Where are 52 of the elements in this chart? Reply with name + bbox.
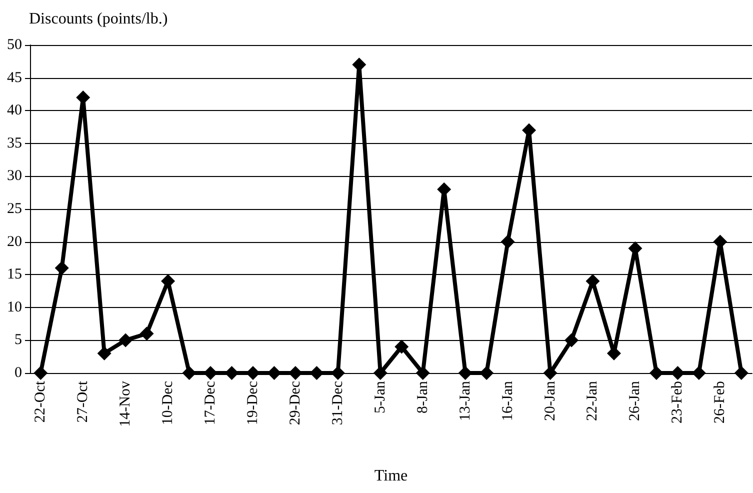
- point: [182, 366, 196, 380]
- x-tick-label: 22-Oct: [32, 380, 49, 423]
- x-tick-label: 14-Nov: [118, 380, 134, 427]
- x-tick-label: 10-Dec: [160, 380, 176, 426]
- point: [649, 366, 664, 380]
- x-tick-label: 22-Jan: [584, 380, 601, 421]
- point: [373, 366, 388, 380]
- point: [224, 366, 239, 380]
- point: [500, 234, 515, 249]
- x-tick-label: 26-Feb: [712, 381, 728, 424]
- x-tick-label: 8-Jan: [414, 380, 431, 414]
- x-tick-label: 23-Feb: [670, 381, 686, 424]
- y-tick-label: 10: [7, 299, 22, 316]
- x-tick-label: 20-Jan: [542, 380, 558, 421]
- y-tick-label: 0: [14, 365, 22, 381]
- x-tick-label: 27-Oct: [75, 380, 92, 423]
- point: [204, 366, 218, 380]
- y-tick-label: 25: [7, 201, 22, 217]
- y-tick-label: 45: [7, 70, 22, 86]
- x-tick-label: 19-Dec: [244, 380, 261, 426]
- point: [480, 366, 494, 380]
- point: [564, 333, 578, 348]
- point: [140, 326, 154, 341]
- point: [97, 346, 112, 360]
- y-tick-label: 15: [7, 266, 22, 283]
- point: [416, 366, 430, 380]
- x-tick-label: 26-Jan: [627, 380, 644, 421]
- y-tick-label: 40: [7, 102, 22, 119]
- y-axis-title: Discounts (points/lb.): [29, 10, 168, 28]
- x-tick-label: 5-Jan: [372, 380, 388, 414]
- point: [670, 366, 685, 380]
- y-tick-label: 35: [7, 135, 22, 152]
- point: [394, 340, 409, 354]
- point: [118, 333, 133, 348]
- y-tick-label: 5: [14, 332, 22, 348]
- point: [586, 274, 600, 288]
- point: [458, 366, 472, 380]
- x-tick-label: 13-Jan: [457, 380, 474, 421]
- x-tick-label: 17-Dec: [202, 380, 218, 426]
- point: [734, 366, 748, 380]
- x-tick-label: 29-Dec: [287, 380, 304, 426]
- x-tick-label: 16-Jan: [500, 380, 516, 421]
- x-tick-label: 31-Dec: [330, 380, 346, 426]
- x-axis-title: Time: [374, 468, 408, 484]
- y-tick-label: 50: [7, 37, 22, 53]
- point: [543, 366, 558, 380]
- point: [267, 366, 282, 380]
- point: [310, 366, 324, 380]
- y-tick-label: 20: [7, 234, 22, 250]
- y-tick-label: 30: [7, 168, 22, 184]
- point: [34, 366, 48, 380]
- point: [54, 261, 69, 276]
